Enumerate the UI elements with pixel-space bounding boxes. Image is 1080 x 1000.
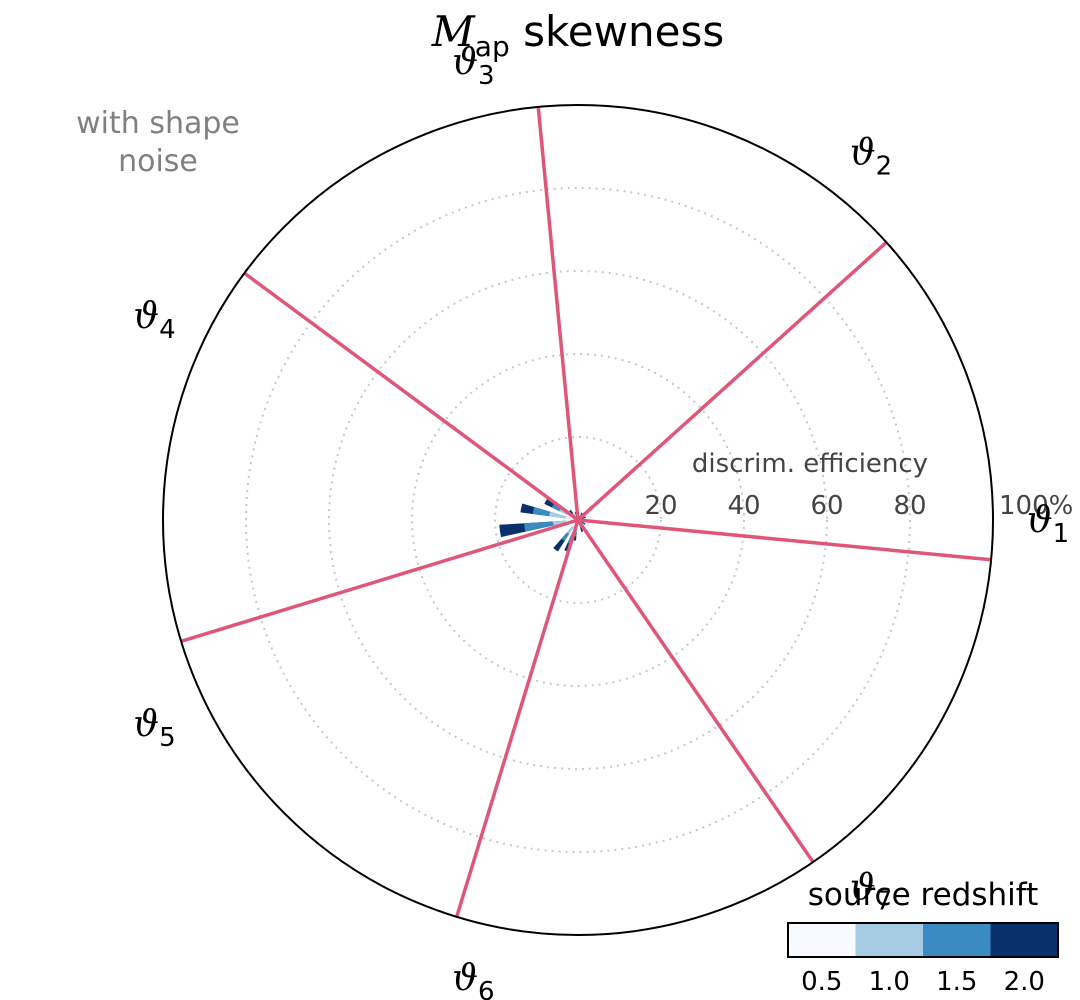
divider-line-5 <box>180 518 579 644</box>
direction-label-6: ϑ6 <box>452 958 494 1000</box>
radial-tick-label-2: 40 <box>727 491 760 521</box>
grid-circle-4 <box>245 187 911 853</box>
colorbar-tick-3: 1.5 <box>936 967 977 997</box>
annotation-line-1: with shape <box>76 106 240 141</box>
direction-label-3: ϑ3 <box>452 42 494 91</box>
direction-label-5: ϑ5 <box>133 704 175 753</box>
grid-circle-1 <box>494 436 662 604</box>
radial-tick-label-3: 60 <box>810 491 843 521</box>
colorbar-tick-4: 2.0 <box>1004 967 1045 997</box>
radial-ticks: 20 40 60 80 100% <box>644 491 1073 521</box>
radial-grid <box>245 187 911 853</box>
divider-line-1 <box>577 518 992 562</box>
direction-label-4: ϑ4 <box>133 296 175 345</box>
colorbar-frame <box>787 922 1059 958</box>
colorbar-title: source redshift <box>808 877 1039 913</box>
radial-tick-label-1: 20 <box>644 491 677 521</box>
direction-label-7: ϑ7 <box>850 868 892 917</box>
divider-line-4 <box>243 271 580 522</box>
divider-line-7 <box>576 519 815 864</box>
colorbar-cell-2 <box>855 923 923 957</box>
divider-line-2 <box>576 241 888 522</box>
grid-circle-2 <box>411 353 745 687</box>
radial-tick-label-5: 100% <box>999 491 1073 521</box>
colorbar: source redshift 0.5 1.0 1.5 2.0 <box>787 877 1059 997</box>
colorbar-cell-1 <box>788 923 856 957</box>
colorbar-tick-2: 1.0 <box>869 967 910 997</box>
direction-labels: ϑ1 ϑ2 ϑ3 ϑ4 ϑ5 ϑ6 ϑ7 <box>133 42 1069 1000</box>
divider-line-6 <box>454 519 580 918</box>
direction-label-2: ϑ2 <box>850 133 892 182</box>
polar-frame <box>162 104 994 936</box>
radial-axis-label: discrim. efficiency <box>692 449 928 479</box>
grid-circle-3 <box>328 270 828 770</box>
divider-line-3 <box>536 106 580 521</box>
annotation-line-2: noise <box>118 144 198 179</box>
chart-title: Map skewness <box>431 7 724 63</box>
radial-tick-label-4: 80 <box>893 491 926 521</box>
colorbar-tick-1: 0.5 <box>801 967 842 997</box>
colorbar-cell-4 <box>990 923 1058 957</box>
direction-label-1: ϑ1 <box>1027 500 1069 549</box>
colorbar-cell-3 <box>923 923 991 957</box>
direction-dividers <box>180 106 992 918</box>
bars <box>499 498 586 552</box>
